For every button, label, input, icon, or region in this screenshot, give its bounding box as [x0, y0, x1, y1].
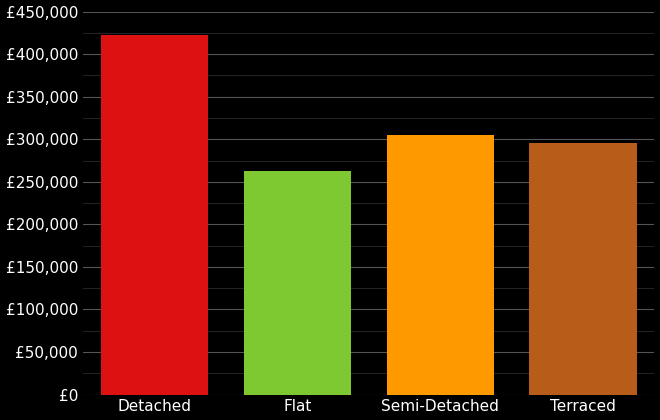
Bar [387, 135, 494, 394]
Bar [529, 143, 637, 394]
Bar [101, 35, 208, 394]
Bar [244, 171, 351, 394]
